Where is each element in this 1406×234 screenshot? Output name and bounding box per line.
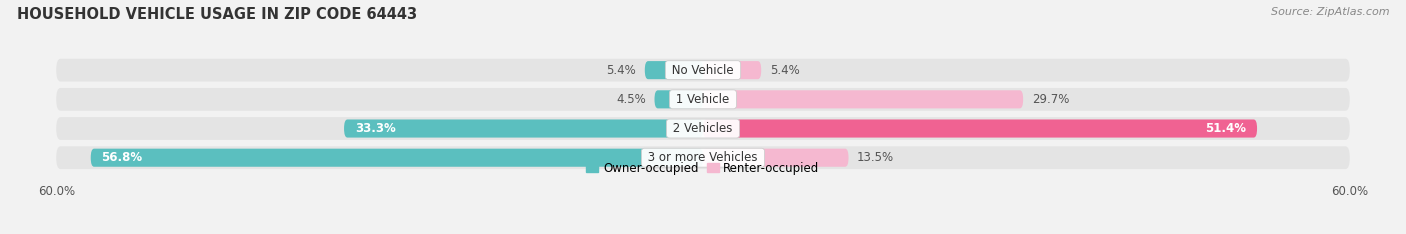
FancyBboxPatch shape <box>56 88 1350 111</box>
FancyBboxPatch shape <box>703 61 761 79</box>
FancyBboxPatch shape <box>645 61 703 79</box>
Text: 29.7%: 29.7% <box>1032 93 1069 106</box>
FancyBboxPatch shape <box>703 120 1257 138</box>
Text: HOUSEHOLD VEHICLE USAGE IN ZIP CODE 64443: HOUSEHOLD VEHICLE USAGE IN ZIP CODE 6444… <box>17 7 418 22</box>
FancyBboxPatch shape <box>56 59 1350 81</box>
Text: 13.5%: 13.5% <box>858 151 894 164</box>
Text: 2 Vehicles: 2 Vehicles <box>669 122 737 135</box>
Text: 56.8%: 56.8% <box>101 151 142 164</box>
FancyBboxPatch shape <box>703 90 1024 108</box>
Text: 4.5%: 4.5% <box>616 93 645 106</box>
Legend: Owner-occupied, Renter-occupied: Owner-occupied, Renter-occupied <box>582 157 824 179</box>
FancyBboxPatch shape <box>56 117 1350 140</box>
Text: 5.4%: 5.4% <box>606 64 636 77</box>
Text: 51.4%: 51.4% <box>1205 122 1246 135</box>
FancyBboxPatch shape <box>91 149 703 167</box>
FancyBboxPatch shape <box>344 120 703 138</box>
Text: Source: ZipAtlas.com: Source: ZipAtlas.com <box>1271 7 1389 17</box>
FancyBboxPatch shape <box>56 146 1350 169</box>
FancyBboxPatch shape <box>654 90 703 108</box>
FancyBboxPatch shape <box>703 149 849 167</box>
Text: 1 Vehicle: 1 Vehicle <box>672 93 734 106</box>
Text: 5.4%: 5.4% <box>770 64 800 77</box>
Text: No Vehicle: No Vehicle <box>668 64 738 77</box>
Text: 3 or more Vehicles: 3 or more Vehicles <box>644 151 762 164</box>
Text: 33.3%: 33.3% <box>354 122 395 135</box>
